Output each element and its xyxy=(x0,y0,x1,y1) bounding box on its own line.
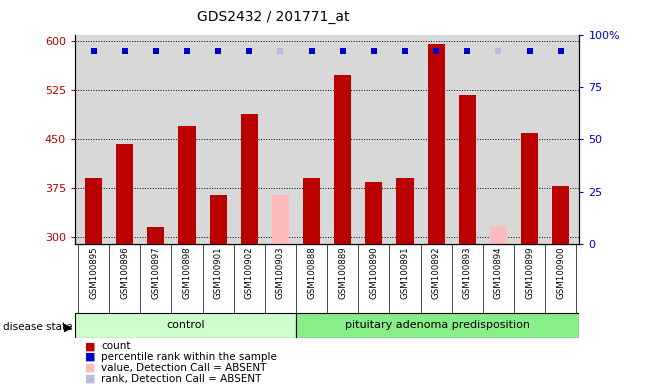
Bar xyxy=(75,313,296,338)
Text: GSM100900: GSM100900 xyxy=(556,247,565,299)
Bar xyxy=(178,126,195,244)
Text: GSM100898: GSM100898 xyxy=(182,247,191,299)
Bar xyxy=(303,179,320,244)
Bar xyxy=(296,313,579,338)
Text: percentile rank within the sample: percentile rank within the sample xyxy=(101,352,277,362)
Text: GSM100891: GSM100891 xyxy=(400,247,409,299)
Text: GDS2432 / 201771_at: GDS2432 / 201771_at xyxy=(197,10,350,23)
Bar xyxy=(552,186,569,244)
Bar xyxy=(490,226,507,244)
Text: GSM100890: GSM100890 xyxy=(369,247,378,299)
Text: GSM100894: GSM100894 xyxy=(494,247,503,299)
Text: GSM100903: GSM100903 xyxy=(276,247,285,299)
Text: GSM100893: GSM100893 xyxy=(463,247,472,299)
Bar xyxy=(428,45,445,244)
Text: GSM100901: GSM100901 xyxy=(214,247,223,299)
Text: GSM100889: GSM100889 xyxy=(339,247,347,299)
Bar xyxy=(241,114,258,244)
Bar xyxy=(272,195,289,244)
Text: pituitary adenoma predisposition: pituitary adenoma predisposition xyxy=(345,320,530,331)
Text: ■: ■ xyxy=(85,341,95,351)
Text: GSM100902: GSM100902 xyxy=(245,247,254,299)
Text: GSM100892: GSM100892 xyxy=(432,247,441,299)
Text: ■: ■ xyxy=(85,352,95,362)
Text: ■: ■ xyxy=(85,374,95,384)
Bar xyxy=(365,182,382,244)
Text: GSM100897: GSM100897 xyxy=(151,247,160,299)
Text: ■: ■ xyxy=(85,363,95,373)
Text: GSM100899: GSM100899 xyxy=(525,247,534,299)
Text: GSM100896: GSM100896 xyxy=(120,247,129,299)
Text: control: control xyxy=(166,320,204,331)
Bar xyxy=(396,179,413,244)
Bar xyxy=(521,132,538,244)
Bar xyxy=(210,195,227,244)
Text: GSM100895: GSM100895 xyxy=(89,247,98,299)
Text: disease state: disease state xyxy=(3,322,73,332)
Text: rank, Detection Call = ABSENT: rank, Detection Call = ABSENT xyxy=(101,374,261,384)
Bar xyxy=(459,95,476,244)
Bar xyxy=(147,227,165,244)
Bar xyxy=(85,179,102,244)
Text: count: count xyxy=(101,341,130,351)
Text: GSM100888: GSM100888 xyxy=(307,247,316,300)
Bar xyxy=(116,144,133,244)
Bar xyxy=(334,75,352,244)
Text: ▶: ▶ xyxy=(64,322,72,332)
Text: value, Detection Call = ABSENT: value, Detection Call = ABSENT xyxy=(101,363,266,373)
